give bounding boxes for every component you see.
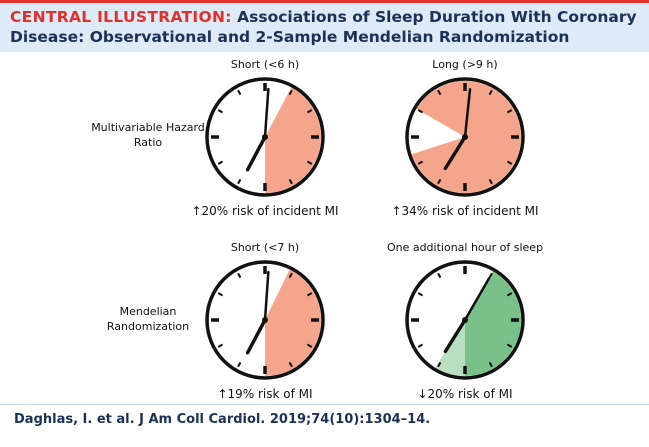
clock-rim <box>205 260 325 380</box>
clock-center <box>462 134 468 140</box>
clock-tick <box>288 272 293 279</box>
clock <box>205 260 325 380</box>
clock-rim <box>405 260 525 380</box>
panel-title: One additional hour of sleep <box>387 241 543 254</box>
clock-hand <box>245 318 267 355</box>
panel-caption: ↑34% risk of incident MI <box>391 204 538 218</box>
clock-tick <box>506 343 513 348</box>
clock-tick <box>217 292 224 297</box>
row-label: Mendelian Randomization <box>107 305 189 333</box>
row-label: Multivariable Hazard Ratio <box>91 121 205 149</box>
clock-tick <box>417 109 424 114</box>
clock-tick <box>237 272 242 279</box>
header-label: CENTRAL ILLUSTRATION: <box>10 8 232 26</box>
divider <box>0 404 649 405</box>
panel-title: Short (<6 h) <box>231 58 299 71</box>
clock-tick <box>306 109 313 114</box>
clock <box>405 260 525 380</box>
panel-caption: ↑19% risk of MI <box>217 387 312 401</box>
clock-tick <box>417 160 424 165</box>
clock-tick <box>506 109 513 114</box>
clock-tick <box>437 178 442 185</box>
clock-tick <box>437 361 442 368</box>
clock-tick <box>306 160 313 165</box>
clock <box>405 77 525 197</box>
clock-tick <box>488 361 493 368</box>
clock-center <box>262 317 268 323</box>
clock-tick <box>237 89 242 96</box>
clock-tick <box>288 361 293 368</box>
clock-center <box>262 134 268 140</box>
clock <box>205 77 325 197</box>
clock-tick <box>506 292 513 297</box>
clock-tick <box>288 89 293 96</box>
header-title: Associations of Sleep Duration With Coro… <box>10 8 637 46</box>
clock-tick <box>306 292 313 297</box>
clock-wedge <box>265 269 321 376</box>
clock-wedge <box>265 87 322 193</box>
clock-tick <box>217 160 224 165</box>
clock-tick <box>417 292 424 297</box>
clock-tick <box>488 89 493 96</box>
clock-rim <box>405 77 525 197</box>
clock-tick <box>437 89 442 96</box>
clock-tick <box>437 272 442 279</box>
panel-caption: ↓20% risk of MI <box>417 387 512 401</box>
clock-tick <box>217 109 224 114</box>
clock-tick <box>488 178 493 185</box>
clock-tick <box>288 178 293 185</box>
clock-tick <box>217 343 224 348</box>
clock-hand <box>245 135 267 172</box>
clock-tick <box>306 343 313 348</box>
clock-tick <box>488 272 493 279</box>
citation: Daghlas, I. et al. J Am Coll Cardiol. 20… <box>14 412 431 427</box>
header: CENTRAL ILLUSTRATION: Associations of Sl… <box>0 0 649 52</box>
clock-rim <box>205 77 325 197</box>
clock-hand <box>463 88 472 139</box>
clock-tick <box>237 178 242 185</box>
panel-caption: ↑20% risk of incident MI <box>191 204 338 218</box>
clock-tick <box>417 343 424 348</box>
clock-hand <box>443 318 467 354</box>
panel-title: Short (<7 h) <box>231 241 299 254</box>
clock-hand <box>463 277 491 322</box>
clock-hand <box>443 135 467 171</box>
clock-hand <box>263 270 270 322</box>
panel-title: Long (>9 h) <box>432 58 497 71</box>
clock-tick <box>506 160 513 165</box>
clock-hand <box>263 87 270 139</box>
clock-tick <box>237 361 242 368</box>
clock-center <box>462 317 468 323</box>
